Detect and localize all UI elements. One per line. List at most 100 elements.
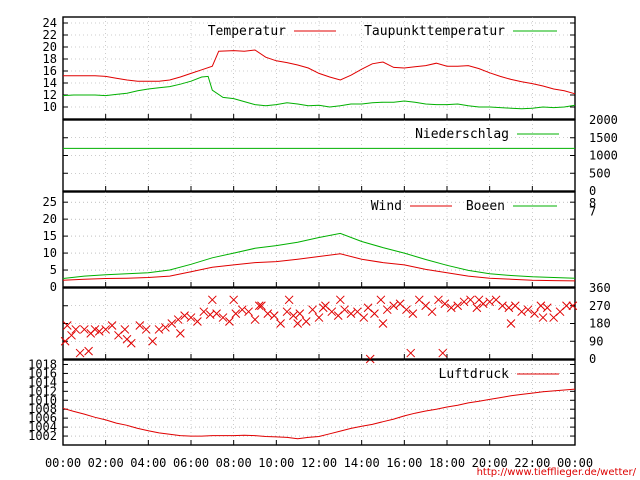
wind-direction-point — [506, 319, 516, 328]
wind-direction-point — [148, 336, 157, 346]
x-tick-label: 22:00 — [514, 456, 550, 470]
wind-direction-point — [186, 313, 196, 322]
wind-direction-point — [301, 317, 311, 326]
pressure-tick-label: 1006 — [28, 411, 57, 425]
wind-direction-point — [276, 319, 285, 328]
wind-direction-point — [282, 307, 292, 317]
temperature-tick-label: 22 — [43, 28, 57, 42]
wind-direction-point — [434, 295, 443, 305]
wind-direction-point — [376, 295, 386, 305]
wind-direction-point — [459, 297, 469, 307]
wind-direction-tick-label: 0 — [589, 352, 596, 366]
wind-direction-point — [542, 303, 552, 313]
wind-direction-tick-label: 180 — [589, 317, 611, 331]
wind-direction-point — [402, 305, 411, 315]
temperature-legend-label: Temperatur — [208, 24, 286, 39]
wind-direction-point — [62, 321, 72, 330]
precipitation-tick-label: 2000 — [589, 113, 618, 127]
wind-direction-point — [289, 311, 298, 320]
wind-direction-point — [370, 309, 379, 318]
precipitation-tick-label: 1000 — [589, 149, 618, 163]
pressure-tick-label: 1004 — [28, 420, 57, 434]
wind-direction-point — [94, 327, 104, 336]
wind-direction-point — [295, 309, 305, 318]
wind-direction-point — [254, 301, 264, 311]
wind-direction-tick-label: 90 — [589, 334, 603, 348]
wind-right-label: 8 — [589, 196, 596, 210]
x-tick-label: 14:00 — [344, 456, 380, 470]
wind-direction-point — [440, 299, 450, 309]
temperature-tick-label: 16 — [43, 64, 57, 78]
x-tick-label: 16:00 — [386, 456, 422, 470]
wind-tick-label: 20 — [43, 212, 57, 226]
wind-direction-point — [269, 311, 279, 320]
wind-direction-point — [225, 317, 234, 326]
wind-direction-tick-label: 270 — [589, 299, 611, 313]
x-tick-label: 00:00 — [45, 456, 81, 470]
wind-direction-point — [161, 323, 170, 332]
wind-legend-label: Boeen — [466, 199, 505, 214]
wind-direction-point — [474, 295, 484, 305]
wind-direction-point — [335, 295, 345, 305]
wind-direction-point — [517, 307, 527, 317]
wind-direction-point — [406, 348, 416, 358]
wind-direction-point — [438, 348, 448, 358]
wind-direction-point — [175, 329, 185, 338]
wind-tick-label: 0 — [50, 280, 57, 294]
temperature-legend-label: Taupunkttemperatur — [364, 24, 505, 39]
precipitation-tick-label: 1500 — [589, 131, 618, 145]
wind-direction-point — [79, 325, 89, 334]
wind-direction-point — [365, 354, 375, 364]
wind-direction-point — [135, 321, 145, 330]
wind-series-0 — [62, 253, 576, 282]
wind-direction-point — [466, 295, 475, 305]
pressure-tick-label: 1018 — [28, 357, 57, 371]
temperature-series-0 — [63, 49, 576, 95]
x-tick-label: 18:00 — [429, 456, 465, 470]
temperature-tick-label: 12 — [43, 88, 57, 102]
wind-tick-label: 10 — [43, 246, 57, 260]
precipitation-tick-label: 0 — [589, 184, 596, 198]
credit-link: http://www.tiefflieger.de/wetter/ — [477, 467, 637, 478]
wind-direction-point — [67, 330, 76, 340]
x-tick-label: 02:00 — [88, 456, 124, 470]
wind-direction-point — [314, 313, 324, 322]
wind-legend-label: Wind — [371, 199, 402, 214]
wind-direction-point — [446, 303, 456, 313]
temperature-tick-label: 24 — [43, 16, 57, 30]
wind-direction-point — [250, 315, 260, 324]
x-tick-label: 12:00 — [301, 456, 337, 470]
wind-direction-point — [229, 295, 239, 305]
wind-direction-point — [107, 321, 117, 330]
wind-direction-point — [231, 309, 241, 318]
wind-direction-point — [530, 309, 539, 318]
wind-direction-point — [218, 313, 228, 322]
wind-direction-point — [293, 319, 303, 328]
pressure-tick-label: 1012 — [28, 384, 57, 398]
temperature-series-1 — [62, 75, 576, 110]
pressure-tick-label: 1010 — [28, 393, 57, 407]
wind-series-1 — [62, 232, 576, 279]
temperature-tick-label: 10 — [43, 100, 57, 114]
wind-direction-point — [318, 303, 328, 313]
wind-direction-point — [84, 346, 93, 356]
wind-direction-point — [523, 305, 533, 315]
temperature-tick-label: 14 — [43, 76, 57, 90]
wind-direction-point — [562, 301, 571, 311]
wind-direction-point — [71, 325, 81, 334]
wind-direction-point — [75, 348, 85, 358]
wind-direction-point — [257, 301, 266, 311]
wind-direction-point — [568, 301, 578, 311]
temperature-tick-label: 18 — [43, 52, 57, 66]
wind-direction-point — [536, 301, 546, 311]
wind-direction-point — [167, 319, 177, 328]
wind-tick-label: 15 — [43, 229, 57, 243]
x-tick-label: 08:00 — [216, 456, 252, 470]
wind-direction-point — [498, 301, 507, 311]
pressure-series-0 — [62, 388, 576, 440]
wind-direction-point — [427, 307, 437, 317]
wind-direction-point — [90, 325, 100, 334]
wind-direction-point — [284, 295, 294, 305]
precipitation-tick-label: 500 — [589, 166, 611, 180]
